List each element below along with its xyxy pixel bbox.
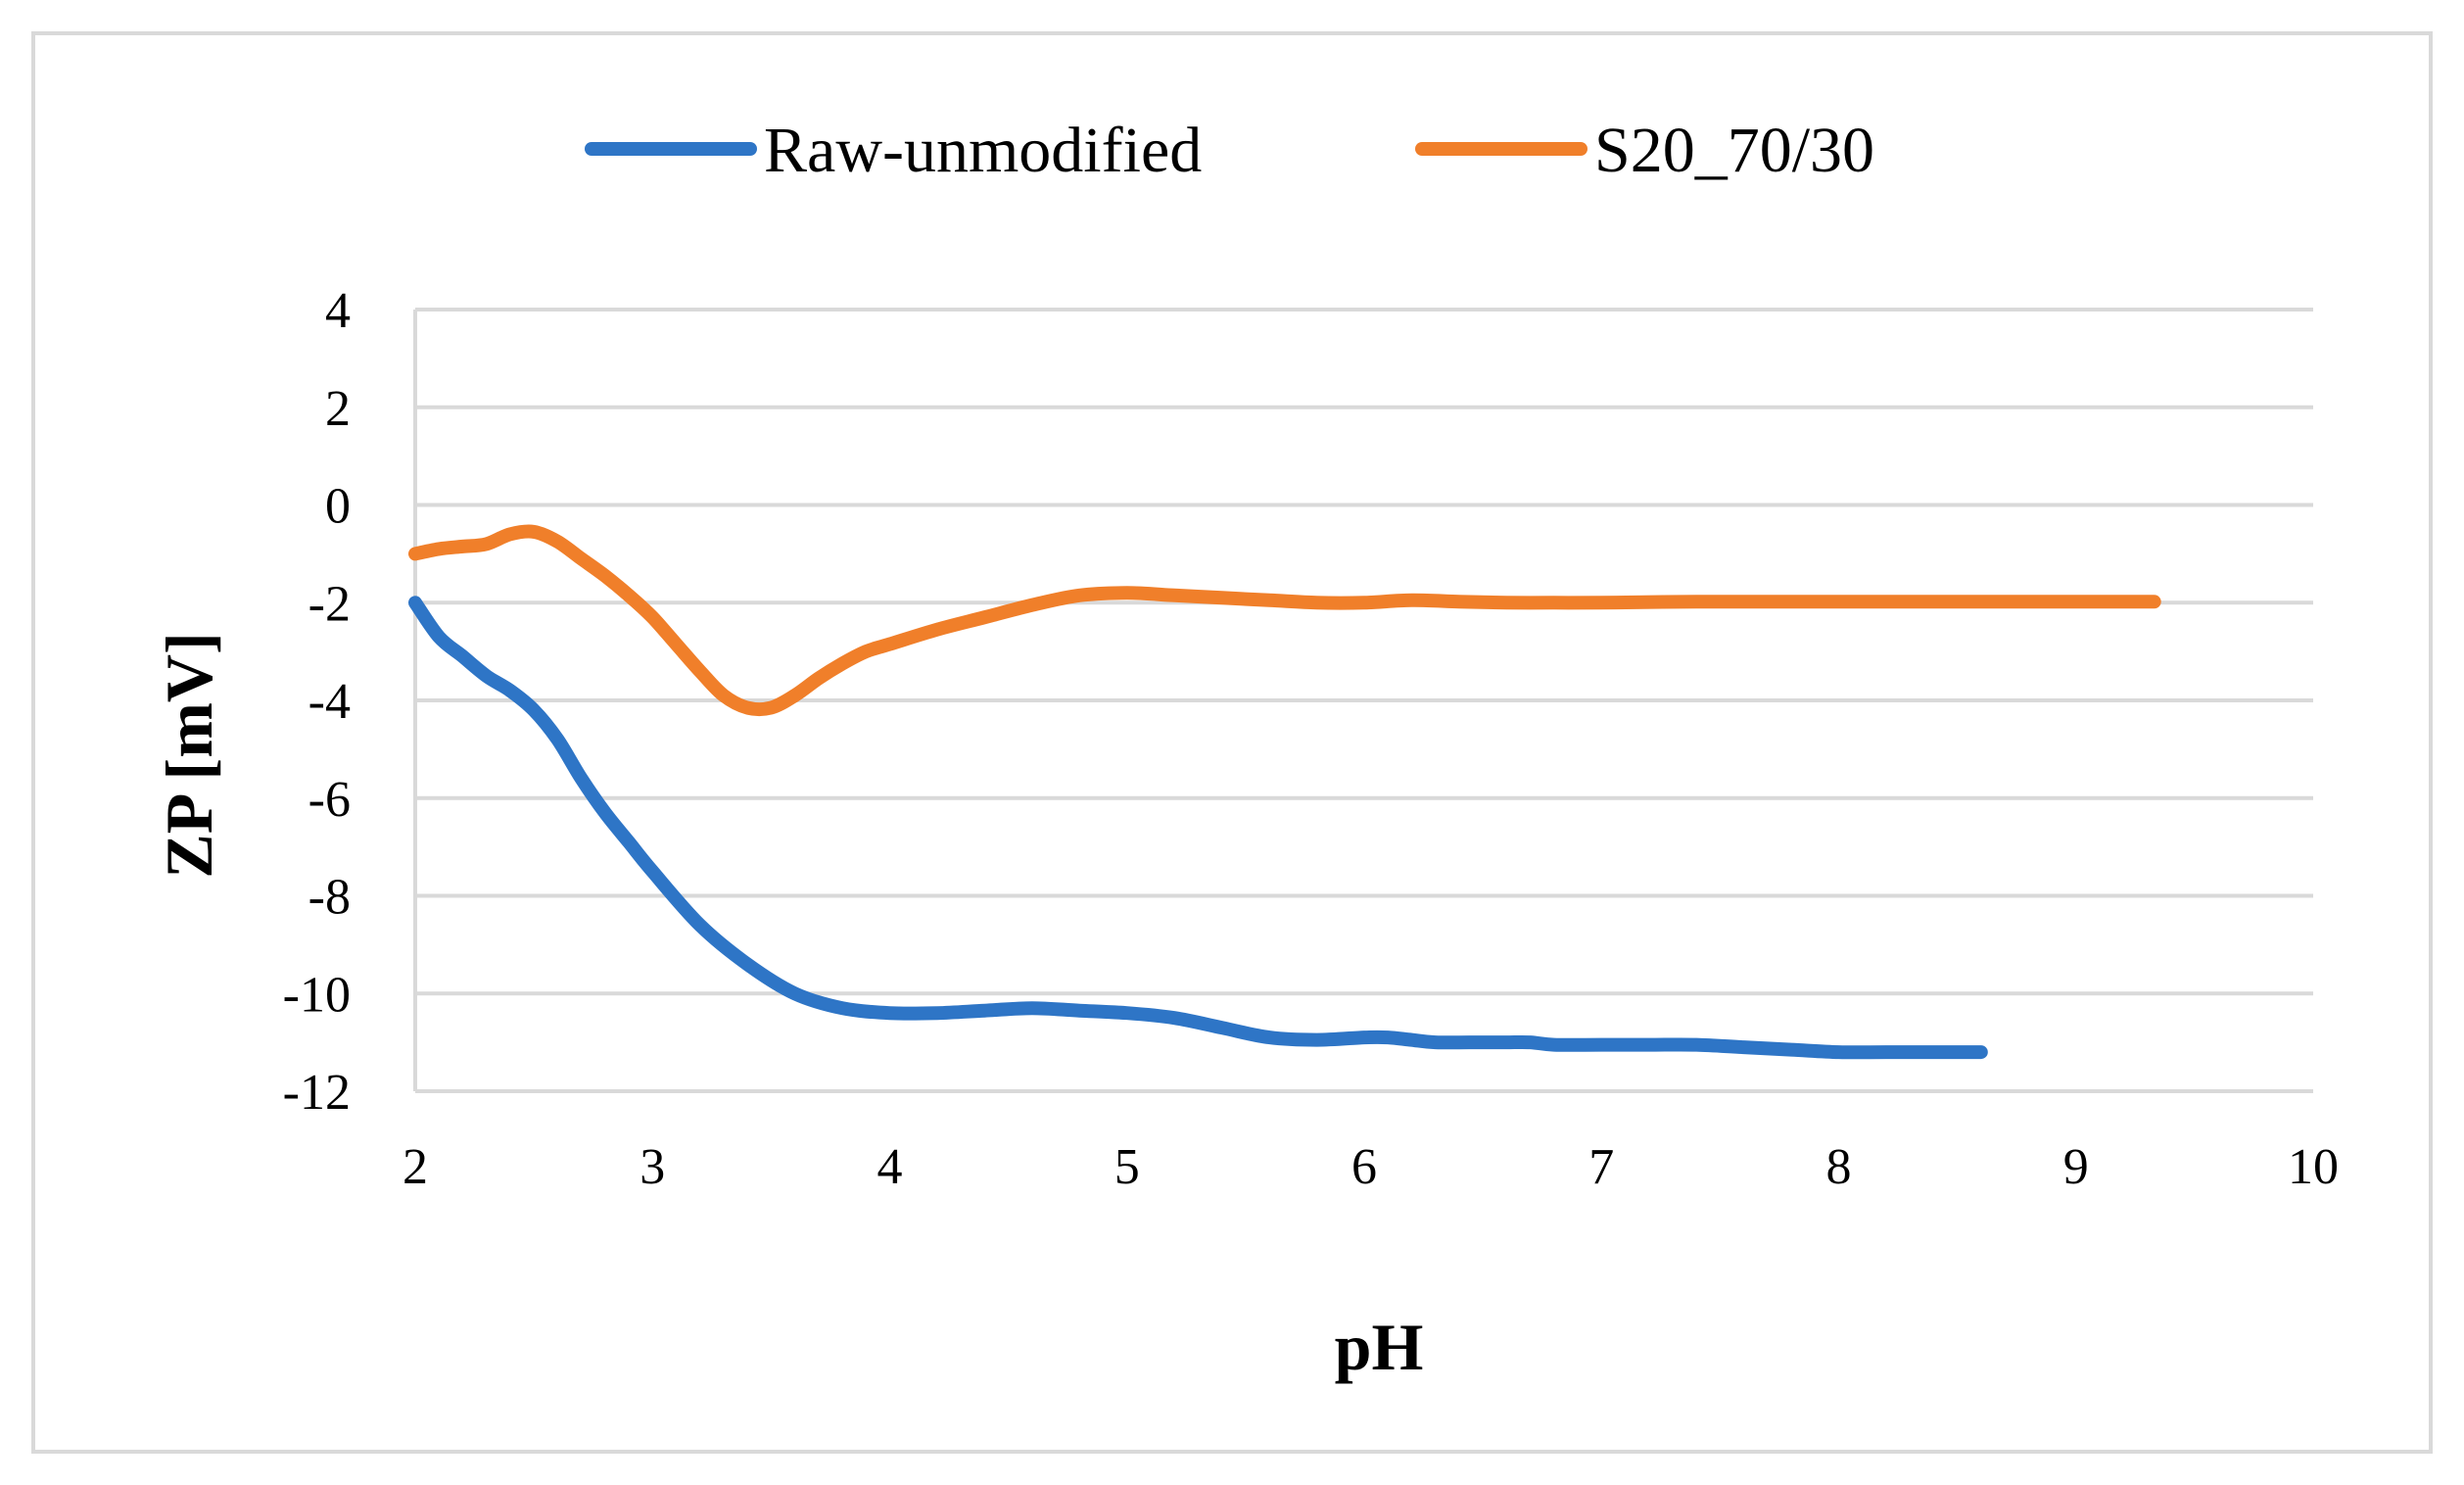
legend-label-raw-unmodified: Raw-unmodified <box>764 115 1202 186</box>
gridlines <box>415 308 2313 1093</box>
x-tick-label: 5 <box>1114 1139 1140 1195</box>
x-tick-label: 3 <box>640 1139 665 1195</box>
y-tick-labels: 4 2 0 -2 -4 -6 -8 -10 -12 <box>283 283 351 1121</box>
x-axis-title: pH <box>1335 1310 1424 1384</box>
series-line-s20-70-30 <box>408 524 2161 717</box>
chart-frame: 4 2 0 -2 -4 -6 -8 -10 -12 2 3 4 5 6 7 8 9 10 ZP [mV] pH … <box>31 31 2433 1454</box>
x-tick-labels: 2 3 4 5 6 7 8 9 10 <box>403 1139 2339 1195</box>
legend-label-s20-70-30: S20_70/30 <box>1594 115 1874 186</box>
x-tick-label: 8 <box>1826 1139 1852 1195</box>
x-tick-label: 7 <box>1588 1139 1614 1195</box>
x-tick-label: 2 <box>403 1139 428 1195</box>
x-tick-label: 4 <box>877 1139 903 1195</box>
y-tick-label: -4 <box>308 674 351 730</box>
y-tick-label: -8 <box>308 870 351 926</box>
y-axis-title: ZP [mV] <box>152 632 226 878</box>
x-tick-label: 6 <box>1351 1139 1377 1195</box>
y-tick-label: -10 <box>283 967 351 1023</box>
series-line-raw-unmodified <box>408 596 1988 1060</box>
legend: Raw-unmodified S20_70/30 <box>585 115 1874 186</box>
y-tick-label: 0 <box>325 479 351 535</box>
x-tick-label: 10 <box>2288 1139 2339 1195</box>
series <box>408 524 2161 1060</box>
y-tick-label: 2 <box>325 381 351 437</box>
y-tick-label: -12 <box>283 1065 351 1121</box>
y-tick-label: -6 <box>308 772 351 828</box>
y-tick-label: -2 <box>308 576 351 632</box>
x-tick-label: 9 <box>2063 1139 2089 1195</box>
zeta-potential-chart: 420-2-4-6-8-10-12 2 3 4 5 6 7 8 9 10 ZP [mV] pH … <box>152 115 2339 1384</box>
y-tick-label: 4 <box>325 283 351 339</box>
